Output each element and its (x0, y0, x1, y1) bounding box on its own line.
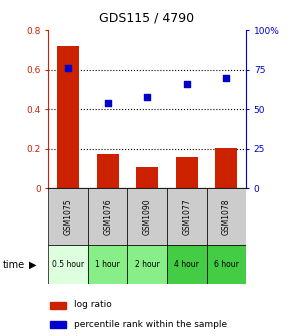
Text: percentile rank within the sample: percentile rank within the sample (74, 320, 227, 329)
Bar (167, 188, 207, 245)
Text: 6 hour: 6 hour (214, 260, 239, 269)
Text: log ratio: log ratio (74, 300, 112, 309)
Text: 4 hour: 4 hour (174, 260, 199, 269)
Text: GSM1077: GSM1077 (182, 198, 191, 235)
Text: time: time (3, 260, 25, 269)
Point (105, 100, 110, 106)
Bar (215, 148, 237, 188)
Text: GSM1090: GSM1090 (143, 198, 152, 235)
Bar (50, 321, 66, 328)
Text: GSM1075: GSM1075 (64, 198, 73, 235)
Point (145, 94, 150, 99)
Bar (50, 301, 66, 308)
Bar (88, 188, 127, 245)
Bar (207, 245, 246, 284)
Text: 0.5 hour: 0.5 hour (52, 260, 84, 269)
Point (66, 66, 71, 71)
Bar (48, 188, 88, 245)
Bar (97, 154, 119, 188)
Bar (57, 46, 79, 188)
Text: GDS115 / 4790: GDS115 / 4790 (99, 12, 194, 25)
Bar (167, 245, 207, 284)
Text: 1 hour: 1 hour (95, 260, 120, 269)
Bar (127, 188, 167, 245)
Point (185, 81, 189, 87)
Point (224, 75, 229, 80)
Bar (48, 245, 88, 284)
Bar (176, 157, 198, 188)
Bar (127, 245, 167, 284)
Text: GSM1076: GSM1076 (103, 198, 112, 235)
Text: ▶: ▶ (29, 260, 37, 269)
Text: GSM1078: GSM1078 (222, 199, 231, 235)
Bar (207, 188, 246, 245)
Text: 2 hour: 2 hour (135, 260, 160, 269)
Bar (136, 167, 158, 188)
Bar (88, 245, 127, 284)
